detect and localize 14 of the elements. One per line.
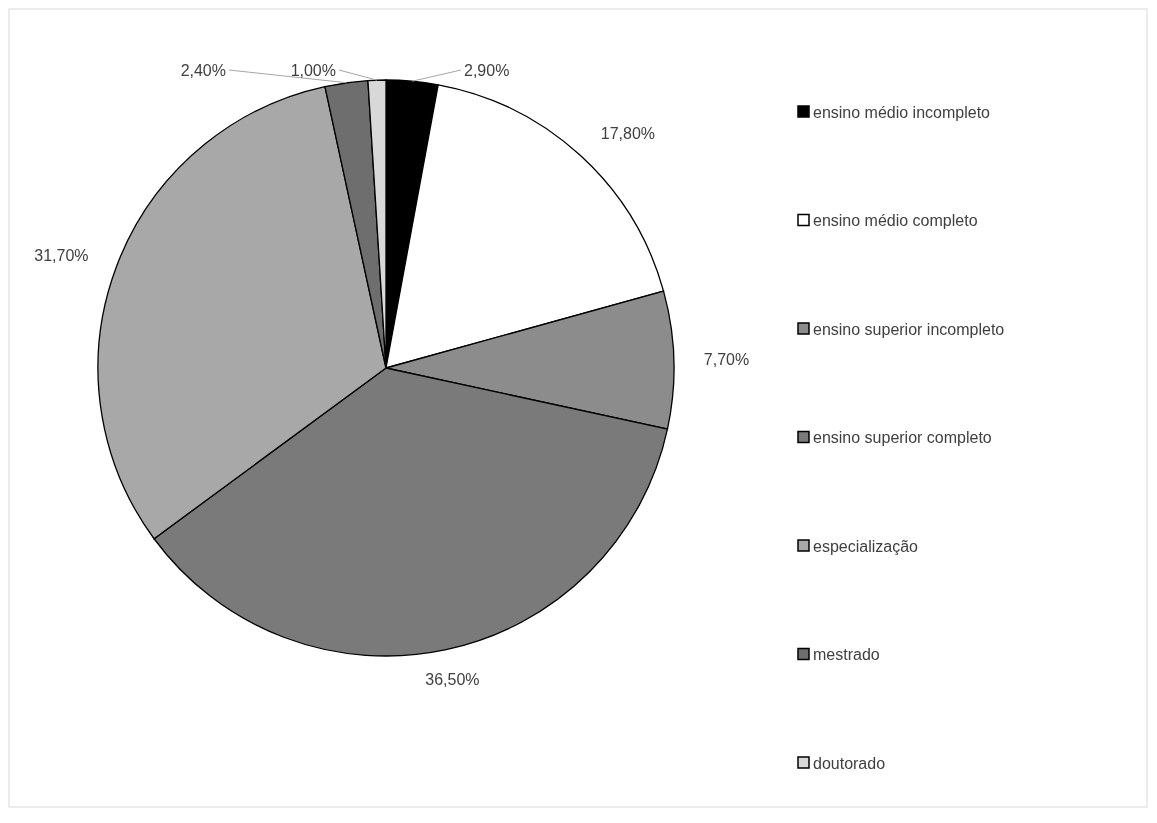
legend-label: ensino médio completo bbox=[813, 212, 978, 230]
data-label: 7,70% bbox=[703, 350, 750, 368]
data-label: 17,80% bbox=[600, 125, 656, 143]
data-label: 36,50% bbox=[425, 670, 480, 688]
legend-label: ensino superior incompleto bbox=[813, 320, 1005, 338]
data-label: 2,40% bbox=[180, 61, 226, 79]
data-label: 31,70% bbox=[34, 247, 89, 265]
legend-label: ensino médio incompleto bbox=[813, 103, 991, 121]
legend-label: doutorado bbox=[813, 754, 886, 772]
data-label: 1,00% bbox=[290, 61, 336, 79]
data-label: 2,90% bbox=[464, 61, 510, 79]
legend-label: mestrado bbox=[813, 646, 880, 664]
legend-label: ensino superior completo bbox=[813, 429, 992, 447]
legend-label: especialização bbox=[813, 537, 919, 555]
